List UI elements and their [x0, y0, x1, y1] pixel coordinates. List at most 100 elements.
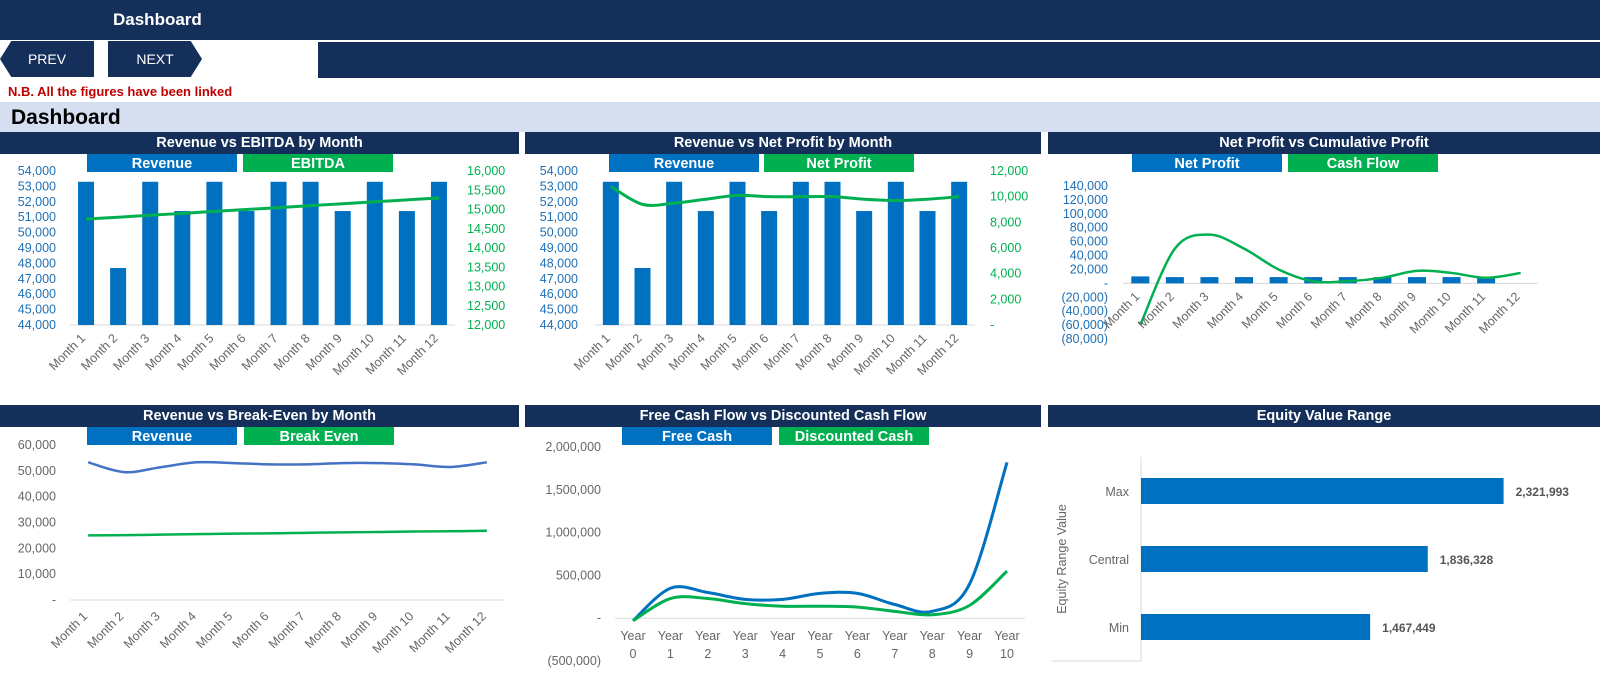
legend-swatch-2	[764, 154, 914, 172]
x-tick-label: Month 2	[85, 609, 127, 651]
legend-label-1: Free Cash	[662, 429, 732, 445]
bar-revenue	[238, 211, 255, 325]
bar-net-profit	[1442, 277, 1461, 284]
y2-tick-label: 14,000	[467, 241, 505, 255]
chart-plot: Free Cash Discounted Cash 2,000,000 1,500,0…	[545, 427, 1025, 668]
y2-tick-label: 14,500	[467, 222, 505, 236]
bar-revenue	[824, 181, 841, 325]
bar-revenue	[919, 211, 936, 325]
y-tick-label: 51,000	[540, 210, 578, 224]
y-tick-label: 140,000	[1063, 179, 1108, 193]
y-tick-label: 52,000	[540, 195, 578, 209]
y-tick-label: 51,000	[18, 210, 56, 224]
value-label: 2,321,993	[1516, 485, 1570, 499]
chart-title: Equity Value Range	[1048, 405, 1600, 427]
line-free-cash	[631, 461, 1009, 622]
x-tick-label: Month 1	[48, 609, 90, 651]
x-tick-label-year: 1	[667, 647, 674, 661]
bar-net-profit	[1200, 277, 1219, 284]
x-tick-label-word: Year	[733, 629, 758, 643]
chart-revenue-ebitda: Revenue vs EBITDA by Month Revenue EBITDA…	[0, 132, 519, 397]
x-tick-label-word: Year	[807, 629, 832, 643]
bar-revenue	[666, 181, 683, 325]
y2-tick-label: 12,000	[990, 164, 1028, 178]
bar-revenue	[430, 181, 447, 325]
y2-tick-label: 10,000	[990, 190, 1028, 204]
y-tick-label: (40,000)	[1061, 304, 1108, 318]
x-tick-label-word: Year	[845, 629, 870, 643]
bar-revenue	[634, 268, 651, 325]
x-tick-label: Month 5	[1239, 290, 1281, 332]
y2-tick-label: 15,500	[467, 183, 505, 197]
x-tick-label-year: 10	[1000, 647, 1014, 661]
y-tick-label: 47,000	[18, 272, 56, 286]
y-tick-label: 53,000	[540, 179, 578, 193]
legend-label-1: Revenue	[132, 429, 192, 445]
legend-swatch-1	[609, 154, 759, 172]
y-tick-label: 49,000	[18, 241, 56, 255]
category-label: Min	[1109, 621, 1129, 635]
y-tick-label: 50,000	[18, 464, 56, 478]
x-tick-label: Month 3	[121, 609, 163, 651]
bar-equity	[1141, 546, 1428, 572]
value-label: 1,836,328	[1440, 553, 1494, 567]
y-tick-label: 53,000	[18, 179, 56, 193]
legend-swatch-1	[87, 427, 237, 445]
x-tick-label-word: Year	[620, 629, 645, 643]
y-tick-label: (500,000)	[547, 654, 601, 668]
bar-revenue	[206, 181, 223, 325]
bar-revenue	[366, 181, 383, 325]
x-tick-label-year: 9	[966, 647, 973, 661]
x-tick-label: Month 8	[302, 609, 344, 651]
bar-net-profit	[1407, 277, 1426, 284]
y-tick-label: 54,000	[18, 164, 56, 178]
value-label: 1,467,449	[1382, 621, 1436, 635]
app-title: Dashboard	[113, 10, 202, 29]
x-tick-label-word: Year	[882, 629, 907, 643]
bar-revenue	[110, 268, 127, 325]
y-tick-label: 47,000	[540, 272, 578, 286]
line-break-even	[88, 529, 487, 537]
y-tick-label: 30,000	[18, 516, 56, 530]
y-tick-label: 80,000	[1070, 221, 1108, 235]
y-tick-label: 60,000	[18, 438, 56, 452]
bar-net-profit	[1235, 277, 1254, 284]
legend-label-1: Revenue	[132, 156, 192, 172]
line-revenue	[87, 460, 488, 474]
category-label: Max	[1105, 485, 1129, 499]
y-tick-label: 40,000	[1070, 249, 1108, 263]
y-tick-label: 1,000,000	[545, 526, 601, 540]
x-tick-label-word: Year	[994, 629, 1019, 643]
y-tick-label: 500,000	[556, 568, 601, 582]
y-tick-label: 2,000,000	[545, 440, 601, 454]
chart-title: Revenue vs Break-Even by Month	[0, 405, 519, 427]
section-title: Dashboard	[11, 106, 121, 129]
line-ebitda	[85, 196, 440, 221]
legend-swatch-1	[1132, 154, 1282, 172]
prev-button[interactable]: PREV	[0, 41, 94, 77]
legend-label-2: Net Profit	[806, 156, 871, 172]
legend-swatch-2	[244, 427, 394, 445]
bar-revenue	[729, 181, 746, 325]
legend-swatch-2	[779, 427, 929, 445]
y-tick-label: -	[597, 611, 601, 625]
top-bar: Dashboard	[0, 0, 1600, 40]
y-tick-label: -	[52, 593, 56, 607]
next-button[interactable]: NEXT	[108, 41, 202, 77]
x-tick-label: Month 8	[1343, 290, 1385, 332]
x-tick-label: Month 6	[1273, 290, 1315, 332]
y-tick-label: 120,000	[1063, 193, 1108, 207]
legend-label-1: Revenue	[654, 156, 714, 172]
x-tick-label: Month 4	[1204, 290, 1246, 332]
legend-label-2: Discounted Cash	[795, 429, 913, 445]
x-tick-label-word: Year	[920, 629, 945, 643]
y-tick-label: 50,000	[18, 226, 56, 240]
y2-tick-label: 13,000	[467, 280, 505, 294]
bar-revenue	[602, 181, 619, 325]
y-tick-label: -	[1104, 276, 1108, 290]
y-tick-label: 46,000	[18, 287, 56, 301]
chart-title: Free Cash Flow vs Discounted Cash Flow	[525, 405, 1041, 427]
category-label: Central	[1089, 553, 1129, 567]
y2-tick-label: 6,000	[990, 241, 1021, 255]
